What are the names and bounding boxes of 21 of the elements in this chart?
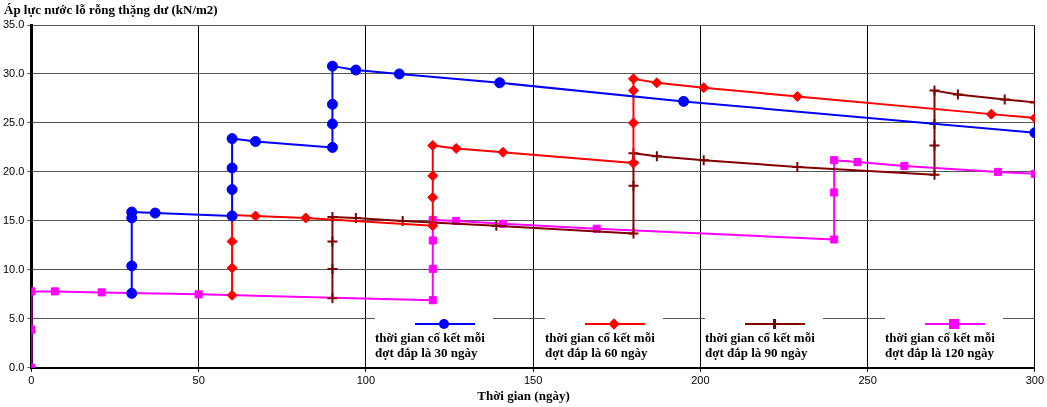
y-tick-label: 5.0 [9,311,25,324]
legend-label: thời gian cố kết mỗi đợt đắp là 120 ngày [885,330,996,360]
legend-label: thời gian cố kết mỗi đợt đắp là 30 ngày [375,330,486,360]
x-tick-label: 100 [356,374,376,387]
legend-label: thời gian cố kết mỗi đợt đắp là 90 ngày [705,330,816,360]
legend-label: thời gian cố kết mỗi đợt đắp là 60 ngày [545,330,656,360]
y-tick-label: 35.0 [2,18,25,31]
y-tick-label: 20.0 [2,164,25,177]
x-tick-label: 0 [28,374,35,387]
x-tick-label: 150 [523,374,543,387]
y-tick-label: 30.0 [2,67,25,79]
y-axis-title: Áp lực nước lỗ rỗng thặng dư (kN/m2) [4,2,218,18]
x-axis-title: Thời gian (ngày) [476,388,571,404]
y-tick-label: 0.0 [9,360,25,373]
y-tick-label: 10.0 [2,262,25,275]
x-tick-label: 250 [858,374,877,387]
x-tick-label: 50 [192,374,205,387]
y-tick-label: 15.0 [2,213,25,226]
x-tick-label: 200 [691,374,710,387]
x-tick-label: 300 [1025,374,1044,387]
y-tick-label: 25.0 [2,115,25,128]
